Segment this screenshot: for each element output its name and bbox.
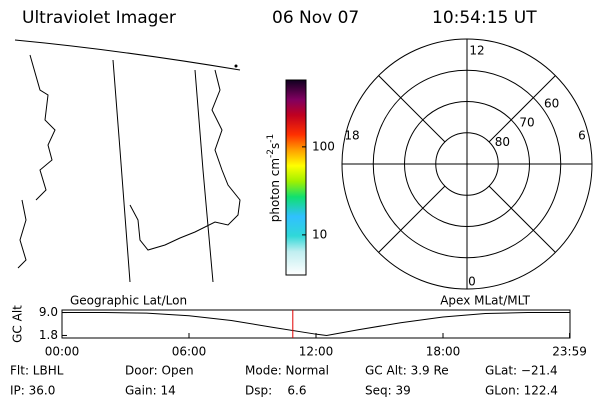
lat-ring bbox=[372, 69, 562, 259]
polar-diagonal bbox=[378, 185, 446, 253]
track-title-left: Geographic Lat/Lon bbox=[70, 294, 187, 308]
time: 10:54:15 UT bbox=[432, 8, 537, 28]
colorbar-label-part: -1 bbox=[266, 134, 276, 143]
x-tick-label: 23:59 bbox=[552, 345, 587, 359]
track-ylabel: GC Alt bbox=[11, 305, 25, 343]
info-field: Seq: 39 bbox=[365, 384, 411, 398]
colorbar-label: photon cm-2s-1 bbox=[266, 134, 282, 223]
lat-label: 80 bbox=[495, 135, 510, 149]
colorbar bbox=[285, 79, 307, 276]
map bbox=[14, 39, 241, 283]
mlt-label: 12 bbox=[469, 44, 484, 58]
colorbar-tick-label: 100 bbox=[312, 139, 335, 153]
polar-diagonal bbox=[488, 185, 556, 253]
colorbar-label-part: photon cm bbox=[268, 158, 282, 222]
colorbar-label-part: -2 bbox=[266, 149, 276, 158]
colorbar-tick-label: 10 bbox=[312, 227, 327, 241]
lat-ring bbox=[404, 101, 530, 227]
y-tick-label: 9.0 bbox=[39, 305, 58, 319]
lat-ring bbox=[435, 132, 499, 196]
info-field: Dsp: 6.6 bbox=[245, 384, 307, 398]
lat-label: 60 bbox=[544, 96, 559, 110]
x-tick-label: 12:00 bbox=[299, 345, 334, 359]
date: 06 Nov 07 bbox=[272, 8, 359, 28]
x-tick-label: 18:00 bbox=[426, 345, 461, 359]
info-field: Gain: 14 bbox=[125, 384, 176, 398]
info-field: GC Alt: 3.9 Re bbox=[365, 364, 449, 378]
mlt-label: 0 bbox=[468, 275, 476, 289]
info-field: GLon: 122.4 bbox=[485, 384, 558, 398]
track-title-right: Apex MLat/MLT bbox=[440, 294, 530, 308]
lat-label: 70 bbox=[519, 116, 534, 130]
mlt-label: 18 bbox=[344, 129, 359, 143]
info-field: Flt: LBHL bbox=[10, 364, 64, 378]
title: Ultraviolet Imager bbox=[22, 8, 176, 28]
colorbar-label-part: s bbox=[268, 143, 282, 149]
info-field: IP: 36.0 bbox=[10, 384, 55, 398]
mlt-label: 6 bbox=[578, 129, 586, 143]
altitude-line bbox=[62, 312, 570, 336]
y-tick-label: 1.8 bbox=[39, 328, 58, 342]
info-field: Mode: Normal bbox=[245, 364, 329, 378]
x-tick-label: 00:00 bbox=[45, 345, 80, 359]
polar-diagonal bbox=[378, 75, 446, 143]
x-tick-label: 06:00 bbox=[172, 345, 207, 359]
info-field: Door: Open bbox=[125, 364, 194, 378]
polar-diagonal bbox=[488, 75, 556, 143]
info-field: GLat: −21.4 bbox=[485, 364, 558, 378]
